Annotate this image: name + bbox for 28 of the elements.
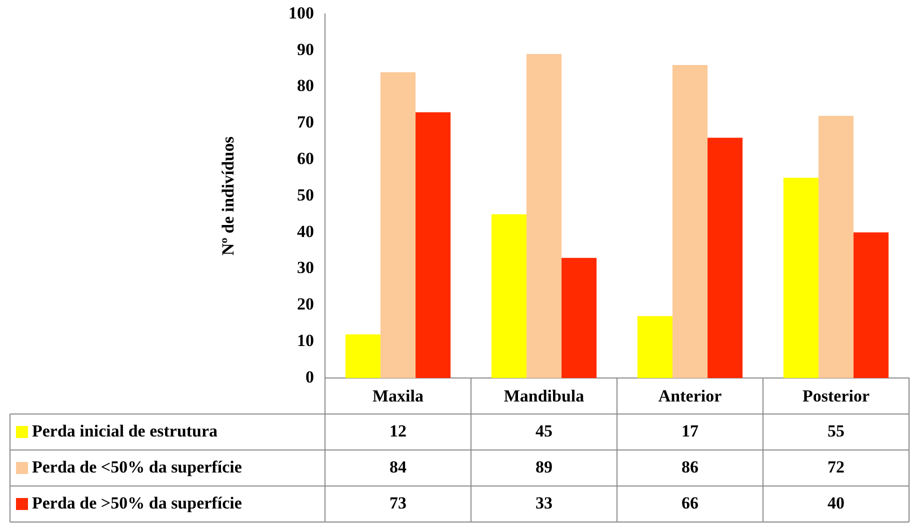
x-tick-label: Anterior — [658, 386, 722, 406]
y-tick-label: 0 — [306, 367, 314, 386]
bar — [562, 258, 597, 378]
y-tick-label: 50 — [297, 185, 314, 204]
y-tick-label: 10 — [297, 330, 314, 350]
bar — [416, 112, 451, 378]
y-axis-title: Nº de indivíduos — [218, 136, 238, 256]
bar — [526, 54, 562, 378]
bar — [380, 72, 416, 378]
bar — [637, 316, 672, 378]
bar — [708, 138, 743, 378]
x-tick-label: Maxila — [372, 386, 424, 406]
bar — [672, 64, 708, 378]
y-tick-label: 80 — [297, 76, 314, 96]
bar — [783, 178, 818, 378]
y-tick-label: 60 — [297, 148, 314, 168]
y-tick-label: 40 — [297, 222, 314, 241]
bar — [345, 334, 380, 378]
y-tick-label: 20 — [297, 294, 314, 314]
x-tick-label: Posterior — [802, 386, 870, 406]
bar — [491, 214, 526, 378]
y-tick-label: 30 — [297, 258, 314, 278]
bar — [854, 232, 889, 378]
y-tick-label: 100 — [288, 3, 314, 22]
y-tick-label: 70 — [297, 112, 314, 132]
x-tick-label: Mandibula — [504, 386, 585, 406]
y-tick-label: 90 — [297, 40, 314, 59]
bar — [818, 116, 854, 378]
